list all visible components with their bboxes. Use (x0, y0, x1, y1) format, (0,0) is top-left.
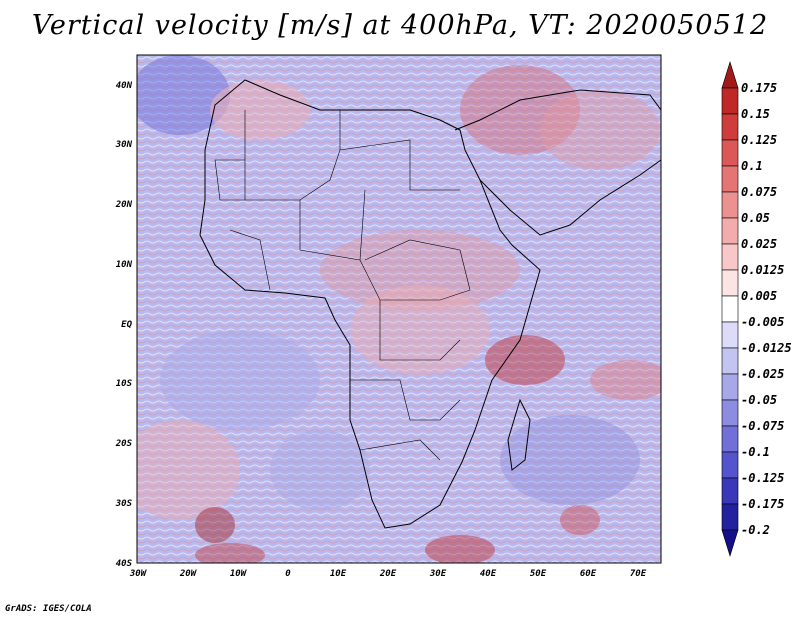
country-borders (214, 110, 471, 461)
velocity-field (137, 55, 661, 563)
colorbar-label: 0.005 (741, 289, 777, 303)
lon-label: 60E (580, 569, 597, 579)
map-frame (136, 54, 662, 564)
colorbar-swatch (721, 425, 739, 453)
lon-label: 30W (129, 569, 148, 579)
lon-label: 70E (630, 569, 647, 579)
longitude-labels: 30W 20W 10W 0 10E 20E 30E 40E 50E 60E 70… (129, 569, 647, 579)
colorbar-swatch (721, 451, 739, 479)
colorbar-label: -0.05 (741, 393, 777, 407)
colorbar-swatch (721, 477, 739, 505)
colorbar-label: -0.025 (741, 367, 784, 381)
lon-label: 10E (330, 569, 347, 579)
lon-label: 10W (230, 569, 248, 579)
colorbar-label: -0.2 (741, 523, 770, 537)
lon-label: 40E (480, 569, 497, 579)
lat-label: 10N (116, 260, 133, 270)
colorbar-swatch (721, 347, 739, 375)
colorbar-swatch (721, 373, 739, 401)
colorbar-swatch (721, 321, 739, 349)
lon-label: 20E (379, 569, 397, 579)
lat-label: 40N (116, 81, 133, 91)
colorbar-swatch (721, 243, 739, 271)
colorbar-swatch (721, 529, 739, 558)
colorbar-label: 0.1 (741, 159, 763, 173)
colorbar-label: 0.15 (741, 107, 770, 121)
colorbar-label: -0.175 (741, 497, 784, 511)
colorbar-swatch (721, 217, 739, 245)
colorbar-swatch (721, 269, 739, 297)
colorbar-label: 0.05 (741, 211, 770, 225)
credit-text: GrADS: IGES/COLA (5, 604, 92, 614)
lat-label: 20N (115, 200, 133, 210)
lon-label: 20W (179, 569, 198, 579)
colorbar-label: 0.0125 (741, 263, 784, 277)
colorbar-swatch (721, 191, 739, 219)
lat-label: EQ (121, 320, 132, 330)
lat-label: 30N (115, 140, 133, 150)
lon-label: 30E (429, 569, 447, 579)
colorbar-label: -0.125 (741, 471, 784, 485)
colorbar-label: -0.005 (741, 315, 784, 329)
colorbar-label: 0.075 (741, 185, 777, 199)
colorbar-swatch (721, 60, 739, 89)
colorbar-swatch (721, 113, 739, 141)
madagascar-outline (507, 398, 531, 471)
colorbar-swatch (721, 165, 739, 193)
coastlines (199, 79, 661, 529)
colorbar-swatch (721, 87, 739, 115)
lat-label: 10S (116, 379, 133, 389)
lon-label: 0 (285, 569, 291, 579)
lat-label: 30S (115, 499, 133, 509)
colorbar-swatch (721, 295, 739, 323)
colorbar-label: -0.1 (741, 445, 770, 459)
colorbar: 0.175 0.15 0.125 0.1 0.075 0.05 0.025 0.0125 0.0… (721, 60, 792, 558)
colorbar-swatch (721, 399, 739, 427)
lat-label: 40S (116, 559, 133, 569)
lat-label: 20S (115, 439, 133, 449)
field-patches (137, 55, 661, 563)
colorbar-swatch (721, 503, 739, 531)
map-panel (137, 55, 661, 563)
colorbar-swatch (721, 139, 739, 167)
colorbar-label: 0.125 (741, 133, 777, 147)
colorbar-label: 0.025 (741, 237, 777, 251)
colorbar-label: -0.075 (741, 419, 784, 433)
colorbar-label: 0.175 (741, 81, 777, 95)
lon-label: 50E (530, 569, 547, 579)
colorbar-label: -0.0125 (741, 341, 792, 355)
chart-title: Vertical velocity [m/s] at 400hPa, VT: 2… (31, 10, 769, 41)
latitude-labels: 40N 30N 20N 10N EQ 10S 20S 30S 40S (115, 81, 133, 569)
